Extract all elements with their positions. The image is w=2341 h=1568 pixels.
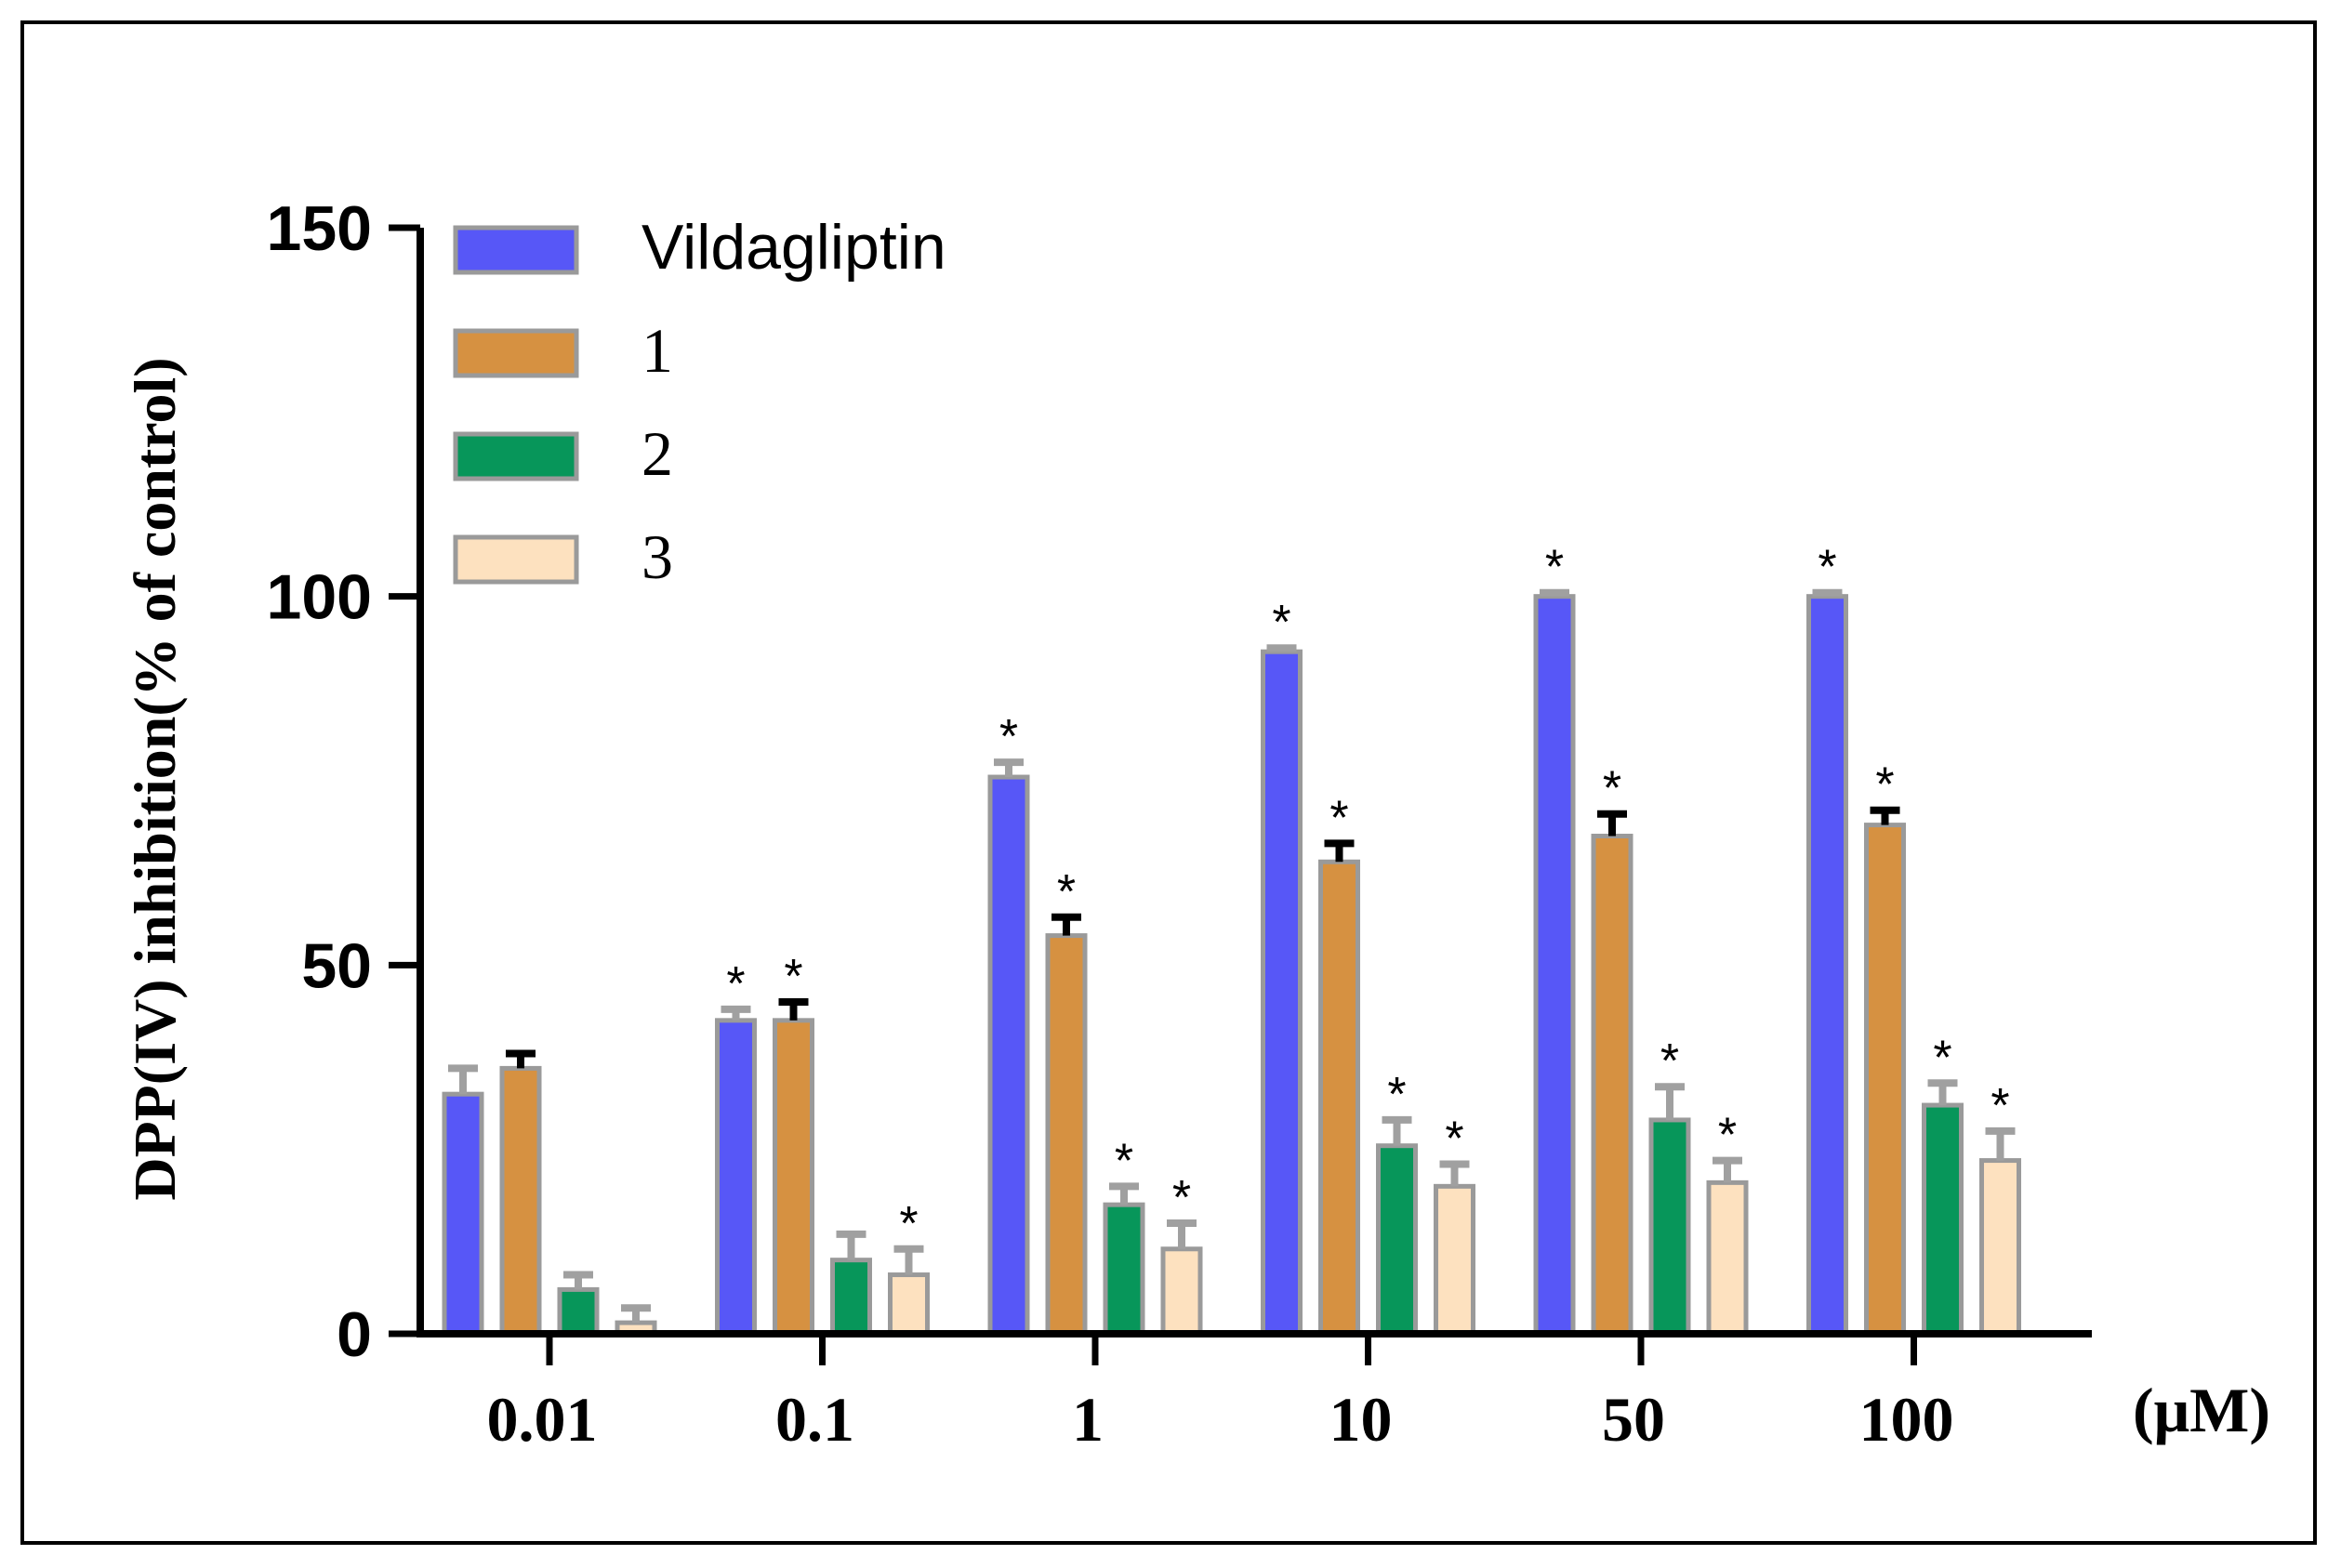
y-tick-label-100: 100 xyxy=(267,562,372,633)
legend-swatch-Vildagliptin xyxy=(453,225,579,275)
bar-3-100 xyxy=(1979,1158,2021,1337)
significance-star-2-100: * xyxy=(1933,1031,1951,1085)
bar-3-50 xyxy=(1706,1179,1749,1337)
significance-star-1-50: * xyxy=(1603,762,1621,816)
bar-3-1 xyxy=(1160,1246,1203,1337)
legend-label-Vildagliptin: Vildagliptin xyxy=(641,212,946,283)
significance-star-1-10: * xyxy=(1329,791,1348,845)
significance-star-1-100: * xyxy=(1875,758,1894,812)
bar-Vildagliptin-1 xyxy=(987,774,1030,1337)
bar-2-10 xyxy=(1376,1143,1418,1337)
significance-star-3-10: * xyxy=(1445,1113,1463,1166)
x-ticks: 0.01 0.1 1 10 50 100 xyxy=(487,1334,1954,1455)
bar-Vildagliptin-10 xyxy=(1261,649,1303,1337)
significance-star-1-0.1: * xyxy=(784,950,802,1004)
significance-star-3-1: * xyxy=(1172,1171,1191,1225)
y-tick-label-150: 150 xyxy=(267,193,372,264)
bar-1-1 xyxy=(1045,933,1088,1337)
error-bars-layer xyxy=(448,588,2016,1324)
significance-star-Vildagliptin-10: * xyxy=(1272,596,1290,650)
significance-star-2-10: * xyxy=(1387,1068,1406,1122)
y-tick-label-0: 0 xyxy=(337,1299,372,1370)
significance-star-3-0.1: * xyxy=(899,1197,918,1251)
bar-Vildagliptin-100 xyxy=(1806,594,1848,1337)
significance-star-Vildagliptin-100: * xyxy=(1818,541,1836,595)
significance-star-Vildagliptin-0.1: * xyxy=(726,957,745,1011)
bar-1-0.01 xyxy=(499,1065,542,1337)
legend-swatch-1 xyxy=(453,328,579,378)
significance-layer: * * * * * * * * * * * * * * * * * * * xyxy=(726,541,2009,1251)
x-tick-label-0.1: 0.1 xyxy=(775,1384,854,1455)
y-axis-title: DPP(IV) inhibition(% of control) xyxy=(122,357,188,1200)
bar-2-100 xyxy=(1922,1102,1964,1337)
x-tick-label-100: 100 xyxy=(1859,1384,1954,1455)
y-tick-label-50: 50 xyxy=(301,930,372,1001)
bar-2-50 xyxy=(1648,1117,1691,1337)
significance-star-2-50: * xyxy=(1660,1034,1679,1088)
bar-Vildagliptin-0.01 xyxy=(442,1091,484,1337)
x-unit-label: (μM) xyxy=(2133,1375,2270,1445)
bar-2-0.1 xyxy=(830,1258,872,1337)
significance-star-2-1: * xyxy=(1115,1134,1133,1188)
bar-1-0.1 xyxy=(773,1018,814,1337)
significance-star-Vildagliptin-1: * xyxy=(999,710,1018,764)
significance-star-1-1: * xyxy=(1057,865,1076,919)
legend: Vildagliptin 1 2 3 xyxy=(453,212,946,592)
significance-star-3-50: * xyxy=(1718,1109,1737,1163)
x-tick-label-10: 10 xyxy=(1329,1384,1393,1455)
bars-layer xyxy=(442,594,2021,1337)
bar-1-50 xyxy=(1591,834,1633,1337)
bar-3-0.1 xyxy=(888,1272,930,1337)
y-ticks: 0 50 100 150 xyxy=(267,193,420,1370)
bar-1-100 xyxy=(1864,823,1906,1337)
bar-Vildagliptin-50 xyxy=(1533,594,1576,1337)
legend-swatch-2 xyxy=(453,431,579,481)
bar-2-1 xyxy=(1103,1202,1145,1337)
x-tick-label-50: 50 xyxy=(1602,1384,1665,1455)
legend-label-3: 3 xyxy=(641,521,673,592)
x-tick-label-0.01: 0.01 xyxy=(487,1384,598,1455)
legend-swatch-3 xyxy=(453,534,579,585)
bar-3-10 xyxy=(1434,1183,1475,1337)
legend-label-2: 2 xyxy=(641,418,673,489)
bar-1-10 xyxy=(1318,859,1360,1337)
significance-star-3-100: * xyxy=(1991,1079,2009,1133)
bar-Vildagliptin-0.1 xyxy=(715,1018,757,1337)
x-tick-label-1: 1 xyxy=(1072,1384,1104,1455)
significance-star-Vildagliptin-50: * xyxy=(1545,541,1564,595)
bar-2-0.01 xyxy=(557,1286,600,1337)
legend-label-1: 1 xyxy=(641,315,673,386)
